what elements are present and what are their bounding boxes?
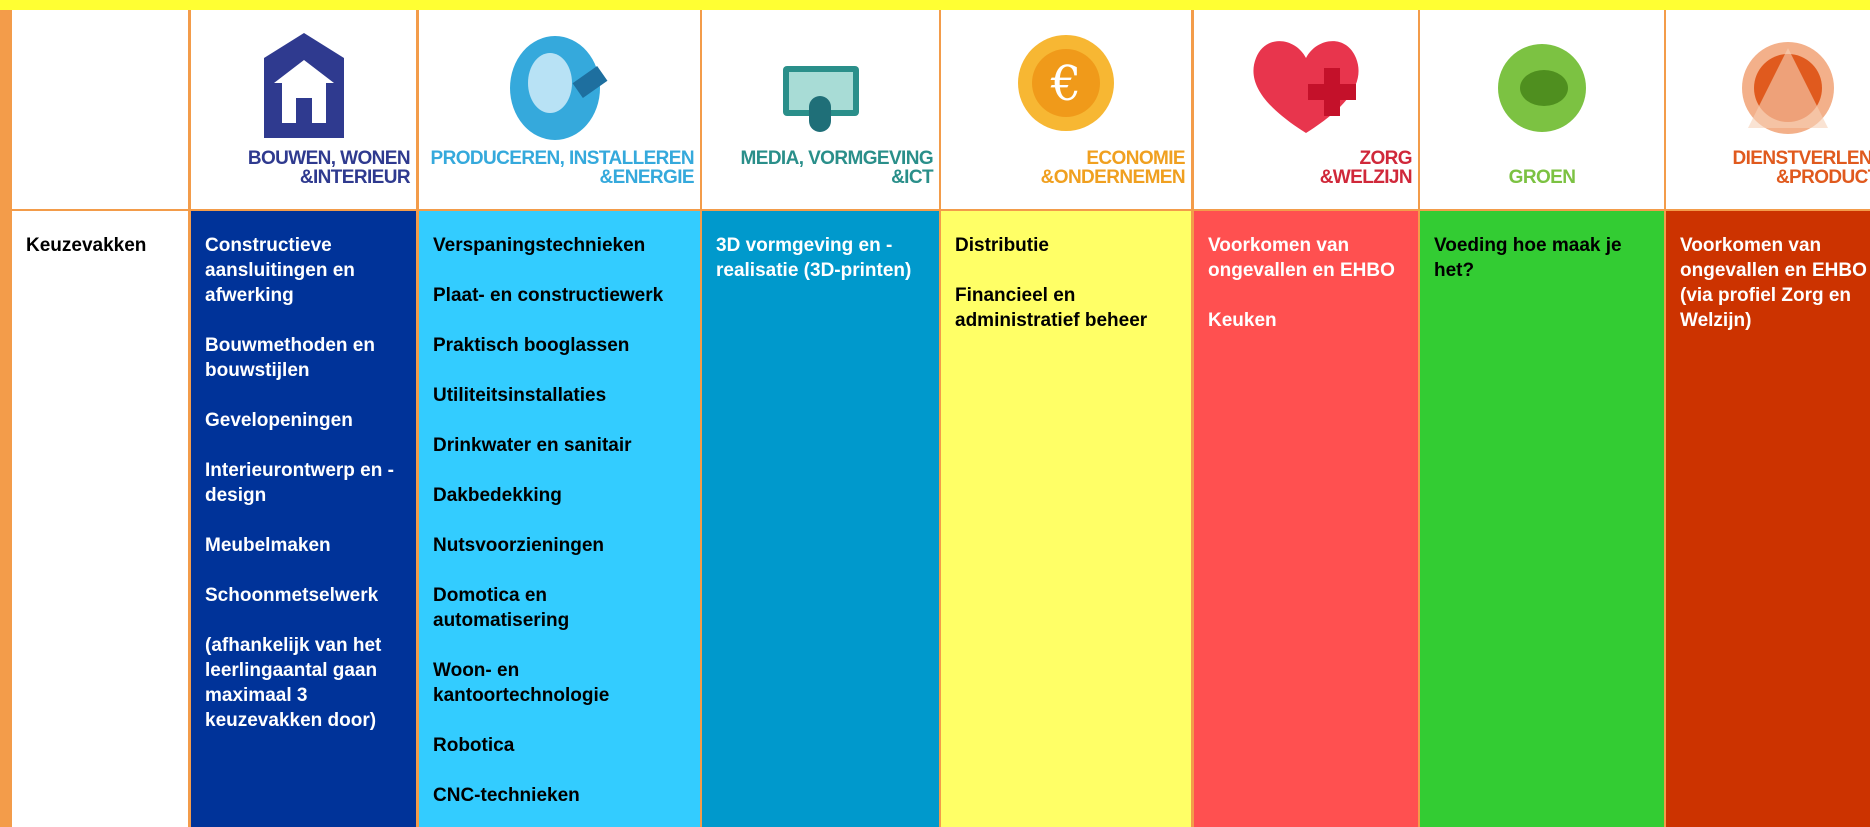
label-line: ECONOMIE xyxy=(1086,148,1185,169)
profile-label: DIENSTVERLENING&PRODUCTEN xyxy=(1666,149,1870,187)
label-line: MEDIA, VORMGEVING xyxy=(740,148,934,169)
profile-label: GROEN xyxy=(1420,168,1664,187)
elective-item: CNC-technieken xyxy=(433,785,580,806)
label-line: PRODUCEREN, INSTALLEREN xyxy=(430,148,695,169)
elective-item: (afhankelijk van het leerlingaantal gaan… xyxy=(205,635,382,731)
label-line: DIENSTVERLENING xyxy=(1732,148,1870,169)
elective-item: Keuken xyxy=(1208,310,1277,331)
header-cell: GROEN xyxy=(1420,10,1664,209)
header-cell xyxy=(12,10,188,209)
profile-label: PRODUCEREN, INSTALLEREN &ENERGIE xyxy=(419,148,695,188)
profile-icon xyxy=(509,36,607,140)
label-line: GROEN xyxy=(1508,167,1576,188)
elective-item: Drinkwater en sanitair xyxy=(433,435,632,456)
elective-item: 3D vormgeving en -realisatie (3D-printen… xyxy=(716,235,912,281)
header-cell: MEDIA, VORMGEVING &ICT xyxy=(702,10,939,209)
elective-item: Distributie xyxy=(955,235,1049,256)
profile-icon: € xyxy=(1018,35,1114,131)
label-line: &WELZIJN xyxy=(1319,167,1413,188)
elective-item: Woon- en kantoortechnologie xyxy=(433,660,610,706)
elective-item: Voeding hoe maak je het? xyxy=(1434,235,1622,281)
elective-item: Dakbedekking xyxy=(433,485,562,506)
elective-item: Financieel en administratief beheer xyxy=(955,285,1148,331)
label-line: &PRODUCTEN xyxy=(1775,167,1870,188)
elective-item: Verspaningstechnieken xyxy=(433,235,646,256)
elective-item: Voorkomen van ongevallen en EHBO (via pr… xyxy=(1680,235,1867,331)
elective-item: Schoonmetselwerk xyxy=(205,585,379,606)
label-line: &INTERIEUR xyxy=(299,167,411,188)
elective-item: Constructieve aansluitingen en afwerking xyxy=(205,235,355,306)
elective-item: Praktisch booglassen xyxy=(433,335,630,356)
elective-item: Meubelmaken xyxy=(205,535,331,556)
column-body: Distributie Financieel en administratief … xyxy=(941,211,1191,827)
column-body: 3D vormgeving en -realisatie (3D-printen… xyxy=(702,211,939,827)
column-body: Verspaningstechnieken Plaat- en construct… xyxy=(419,211,700,827)
profile-label: BOUWEN, WONEN &INTERIEUR xyxy=(191,148,411,188)
elective-item: Voorkomen van ongevallen en EHBO xyxy=(1208,235,1395,281)
row-label: Keuzevakken xyxy=(12,211,188,827)
header-cell: BOUWEN, WONEN &INTERIEUR xyxy=(191,10,416,209)
profile-icon xyxy=(782,66,859,132)
elective-item: Plaat- en constructiewerk xyxy=(433,285,664,306)
header-cell: ZORG &WELZIJN xyxy=(1194,10,1418,209)
profile-icon xyxy=(1253,41,1359,133)
elective-item: Nutsvoorzieningen xyxy=(433,535,605,556)
header-cell: € ECONOMIE &ONDERNEMEN xyxy=(941,10,1191,209)
label-line: BOUWEN, WONEN xyxy=(247,148,411,169)
profile-label: MEDIA, VORMGEVING &ICT xyxy=(702,148,934,188)
label-line: &ONDERNEMEN xyxy=(1040,167,1186,188)
column-body: Voorkomen van ongevallen en EHBO (via pr… xyxy=(1666,211,1870,827)
profile-label: ZORG &WELZIJN xyxy=(1194,148,1413,188)
elective-item: Interieurontwerp en -design xyxy=(205,460,394,506)
top-band xyxy=(0,0,1870,10)
elective-item: Bouwmethoden en bouwstijlen xyxy=(205,335,375,381)
profile-label: ECONOMIE &ONDERNEMEN xyxy=(941,148,1186,188)
profile-icon xyxy=(1498,44,1586,132)
header-cell: DIENSTVERLENING&PRODUCTEN xyxy=(1666,10,1870,209)
elective-item: Gevelopeningen xyxy=(205,410,353,431)
svg-text:€: € xyxy=(1050,56,1082,112)
column-body: Voeding hoe maak je het? xyxy=(1420,211,1664,827)
label-line: &ICT xyxy=(891,167,934,188)
column-body: Constructieve aansluitingen en afwerking… xyxy=(191,211,416,827)
elective-item: Robotica xyxy=(433,735,515,756)
elective-item: Utiliteitsinstallaties xyxy=(433,385,607,406)
label-line: &ENERGIE xyxy=(599,167,695,188)
header-cell: PRODUCEREN, INSTALLEREN &ENERGIE xyxy=(419,10,700,209)
column-body: Voorkomen van ongevallen en EHBO Keuken xyxy=(1194,211,1418,827)
label-line: ZORG xyxy=(1359,148,1413,169)
profile-icon xyxy=(1742,42,1834,134)
profile-icon xyxy=(263,33,344,138)
elective-item: Domotica en automatisering xyxy=(433,585,570,631)
